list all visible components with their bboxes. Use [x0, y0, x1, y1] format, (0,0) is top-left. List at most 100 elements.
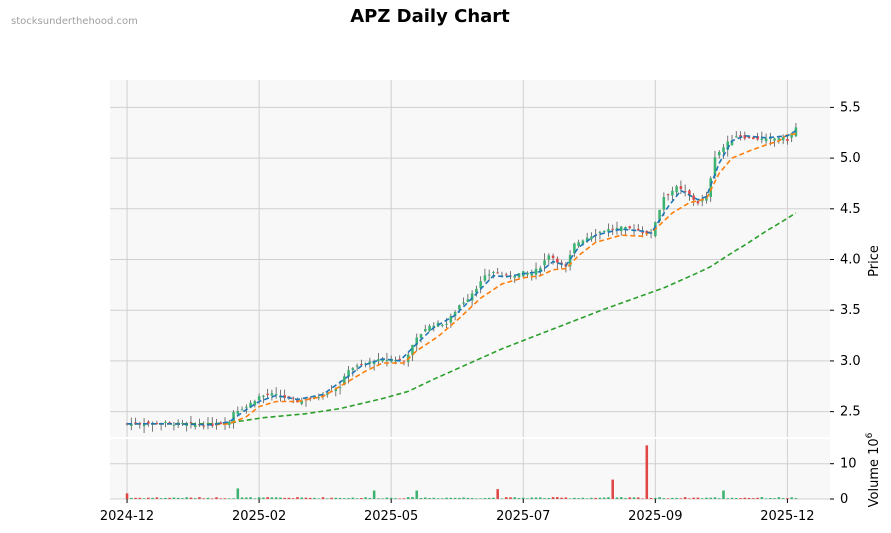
volume-bar — [764, 498, 768, 499]
volume-bar — [287, 497, 291, 499]
volume-bar — [236, 488, 240, 499]
candle-body — [739, 135, 742, 138]
candle-body — [449, 316, 453, 323]
candle-body — [717, 151, 721, 156]
volume-bar — [619, 497, 623, 499]
volume-bar — [249, 497, 252, 499]
volume-bar — [547, 497, 551, 499]
volume-bars — [125, 445, 798, 500]
volume-bar — [700, 498, 704, 499]
candle-body — [598, 231, 602, 233]
chart-title: APZ Daily Chart — [350, 6, 510, 27]
volume-bar — [428, 498, 431, 499]
price-tick-label: 5.0 — [840, 151, 861, 166]
volume-bar — [360, 497, 363, 499]
candle-body — [381, 358, 384, 362]
candle-body — [551, 255, 555, 259]
candle-body — [287, 396, 291, 398]
candle-body — [688, 190, 691, 196]
volume-axis-label: Volume 106 — [865, 432, 882, 507]
volume-bar — [743, 497, 747, 499]
candle-body — [487, 274, 491, 276]
volume-bar — [155, 497, 159, 499]
volume-bar — [266, 497, 269, 499]
candle-body — [462, 302, 465, 304]
volume-bar — [692, 497, 695, 499]
volume-bar — [641, 498, 644, 500]
candle-body — [441, 324, 444, 326]
volume-bar — [262, 497, 265, 499]
candle-body — [777, 138, 781, 141]
volume-bar — [628, 497, 632, 499]
volume-bar — [398, 498, 401, 500]
volume-bar — [313, 497, 316, 499]
volume-bar — [411, 497, 414, 499]
volume-bar — [504, 497, 508, 499]
volume-bar — [662, 498, 666, 499]
volume-bar — [245, 497, 248, 499]
volume-bar — [445, 497, 448, 499]
volume-bar — [432, 497, 436, 499]
volume-bar — [151, 497, 154, 499]
candle-body — [781, 137, 785, 141]
volume-bar — [347, 498, 350, 499]
candle-body — [253, 401, 257, 406]
volume-bar — [419, 497, 423, 499]
volume-bar — [777, 497, 781, 499]
candle-body — [760, 138, 764, 140]
candle-body — [790, 133, 793, 138]
candle-body — [351, 368, 355, 370]
candle-body — [338, 387, 342, 389]
candle-body — [147, 421, 150, 424]
candle-body — [466, 299, 470, 302]
candle-body — [581, 240, 585, 244]
candle-body — [730, 140, 734, 146]
candle-body — [568, 254, 572, 267]
volume-bar — [496, 489, 499, 499]
candle-body — [675, 186, 678, 193]
volume-bar — [193, 498, 197, 499]
candle-body — [590, 236, 593, 240]
volume-bar — [202, 498, 206, 499]
candle-body — [662, 197, 666, 210]
volume-bar — [441, 498, 444, 499]
volume-bar — [598, 497, 602, 499]
candle-body — [577, 242, 580, 247]
volume-bar — [198, 497, 201, 499]
volume-bar — [683, 497, 687, 499]
volume-bar — [453, 497, 457, 499]
candle-body — [445, 323, 448, 325]
candle-body — [722, 147, 725, 153]
candle-body — [164, 421, 167, 423]
candle-body — [423, 329, 427, 332]
volume-ticks: 0 10 — [830, 457, 857, 507]
volume-bar — [773, 498, 776, 499]
candle-body — [641, 232, 644, 234]
candle-body — [700, 200, 704, 202]
volume-bar — [790, 497, 793, 499]
volume-bar — [585, 498, 589, 499]
candle-body — [142, 424, 146, 427]
candle-body — [266, 393, 269, 396]
candle-body — [752, 137, 755, 140]
price-panel-bg — [110, 80, 830, 437]
candle-body — [202, 425, 206, 427]
volume-bar — [351, 497, 355, 499]
volume-bar — [666, 498, 670, 499]
candle-body — [475, 288, 478, 293]
candle-body — [419, 334, 423, 339]
volume-bar — [321, 497, 325, 499]
volume-bar — [530, 497, 534, 499]
volume-bar — [487, 497, 491, 499]
volume-bar — [274, 497, 278, 499]
candle-body — [773, 138, 776, 141]
volume-bar — [355, 498, 359, 499]
candle-body — [189, 422, 193, 424]
volume-bar — [458, 497, 461, 499]
volume-bar — [590, 497, 593, 499]
volume-bar — [539, 497, 542, 499]
volume-bar — [223, 498, 227, 499]
volume-bar — [210, 498, 214, 500]
